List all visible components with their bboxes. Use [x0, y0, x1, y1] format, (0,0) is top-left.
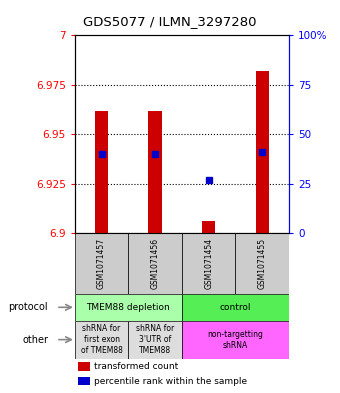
Text: shRNA for
3'UTR of
TMEM88: shRNA for 3'UTR of TMEM88 [136, 324, 174, 355]
Text: shRNA for
first exon
of TMEM88: shRNA for first exon of TMEM88 [81, 324, 122, 355]
Bar [256, 71, 269, 233]
Bar [182, 233, 235, 294]
Text: GDS5077 / ILMN_3297280: GDS5077 / ILMN_3297280 [83, 15, 257, 28]
Bar [75, 233, 129, 294]
Bar [202, 221, 215, 233]
Text: TMEM88 depletion: TMEM88 depletion [86, 303, 170, 312]
Bar [129, 321, 182, 359]
Bar [182, 321, 289, 359]
Text: GSM1071455: GSM1071455 [258, 238, 267, 289]
Text: protocol: protocol [8, 302, 48, 312]
Text: transformed count: transformed count [94, 362, 178, 371]
Bar [78, 362, 90, 371]
Bar [182, 294, 289, 321]
Text: GSM1071454: GSM1071454 [204, 238, 213, 289]
Text: GSM1071457: GSM1071457 [97, 238, 106, 289]
Bar [95, 110, 108, 233]
Text: GSM1071456: GSM1071456 [151, 238, 159, 289]
Text: control: control [220, 303, 251, 312]
Bar [235, 233, 289, 294]
Bar [75, 321, 129, 359]
Bar [129, 233, 182, 294]
Bar [149, 110, 162, 233]
Text: percentile rank within the sample: percentile rank within the sample [94, 376, 247, 386]
Text: other: other [22, 334, 48, 345]
Text: non-targetting
shRNA: non-targetting shRNA [207, 330, 264, 350]
Bar [78, 377, 90, 385]
Bar [75, 294, 182, 321]
